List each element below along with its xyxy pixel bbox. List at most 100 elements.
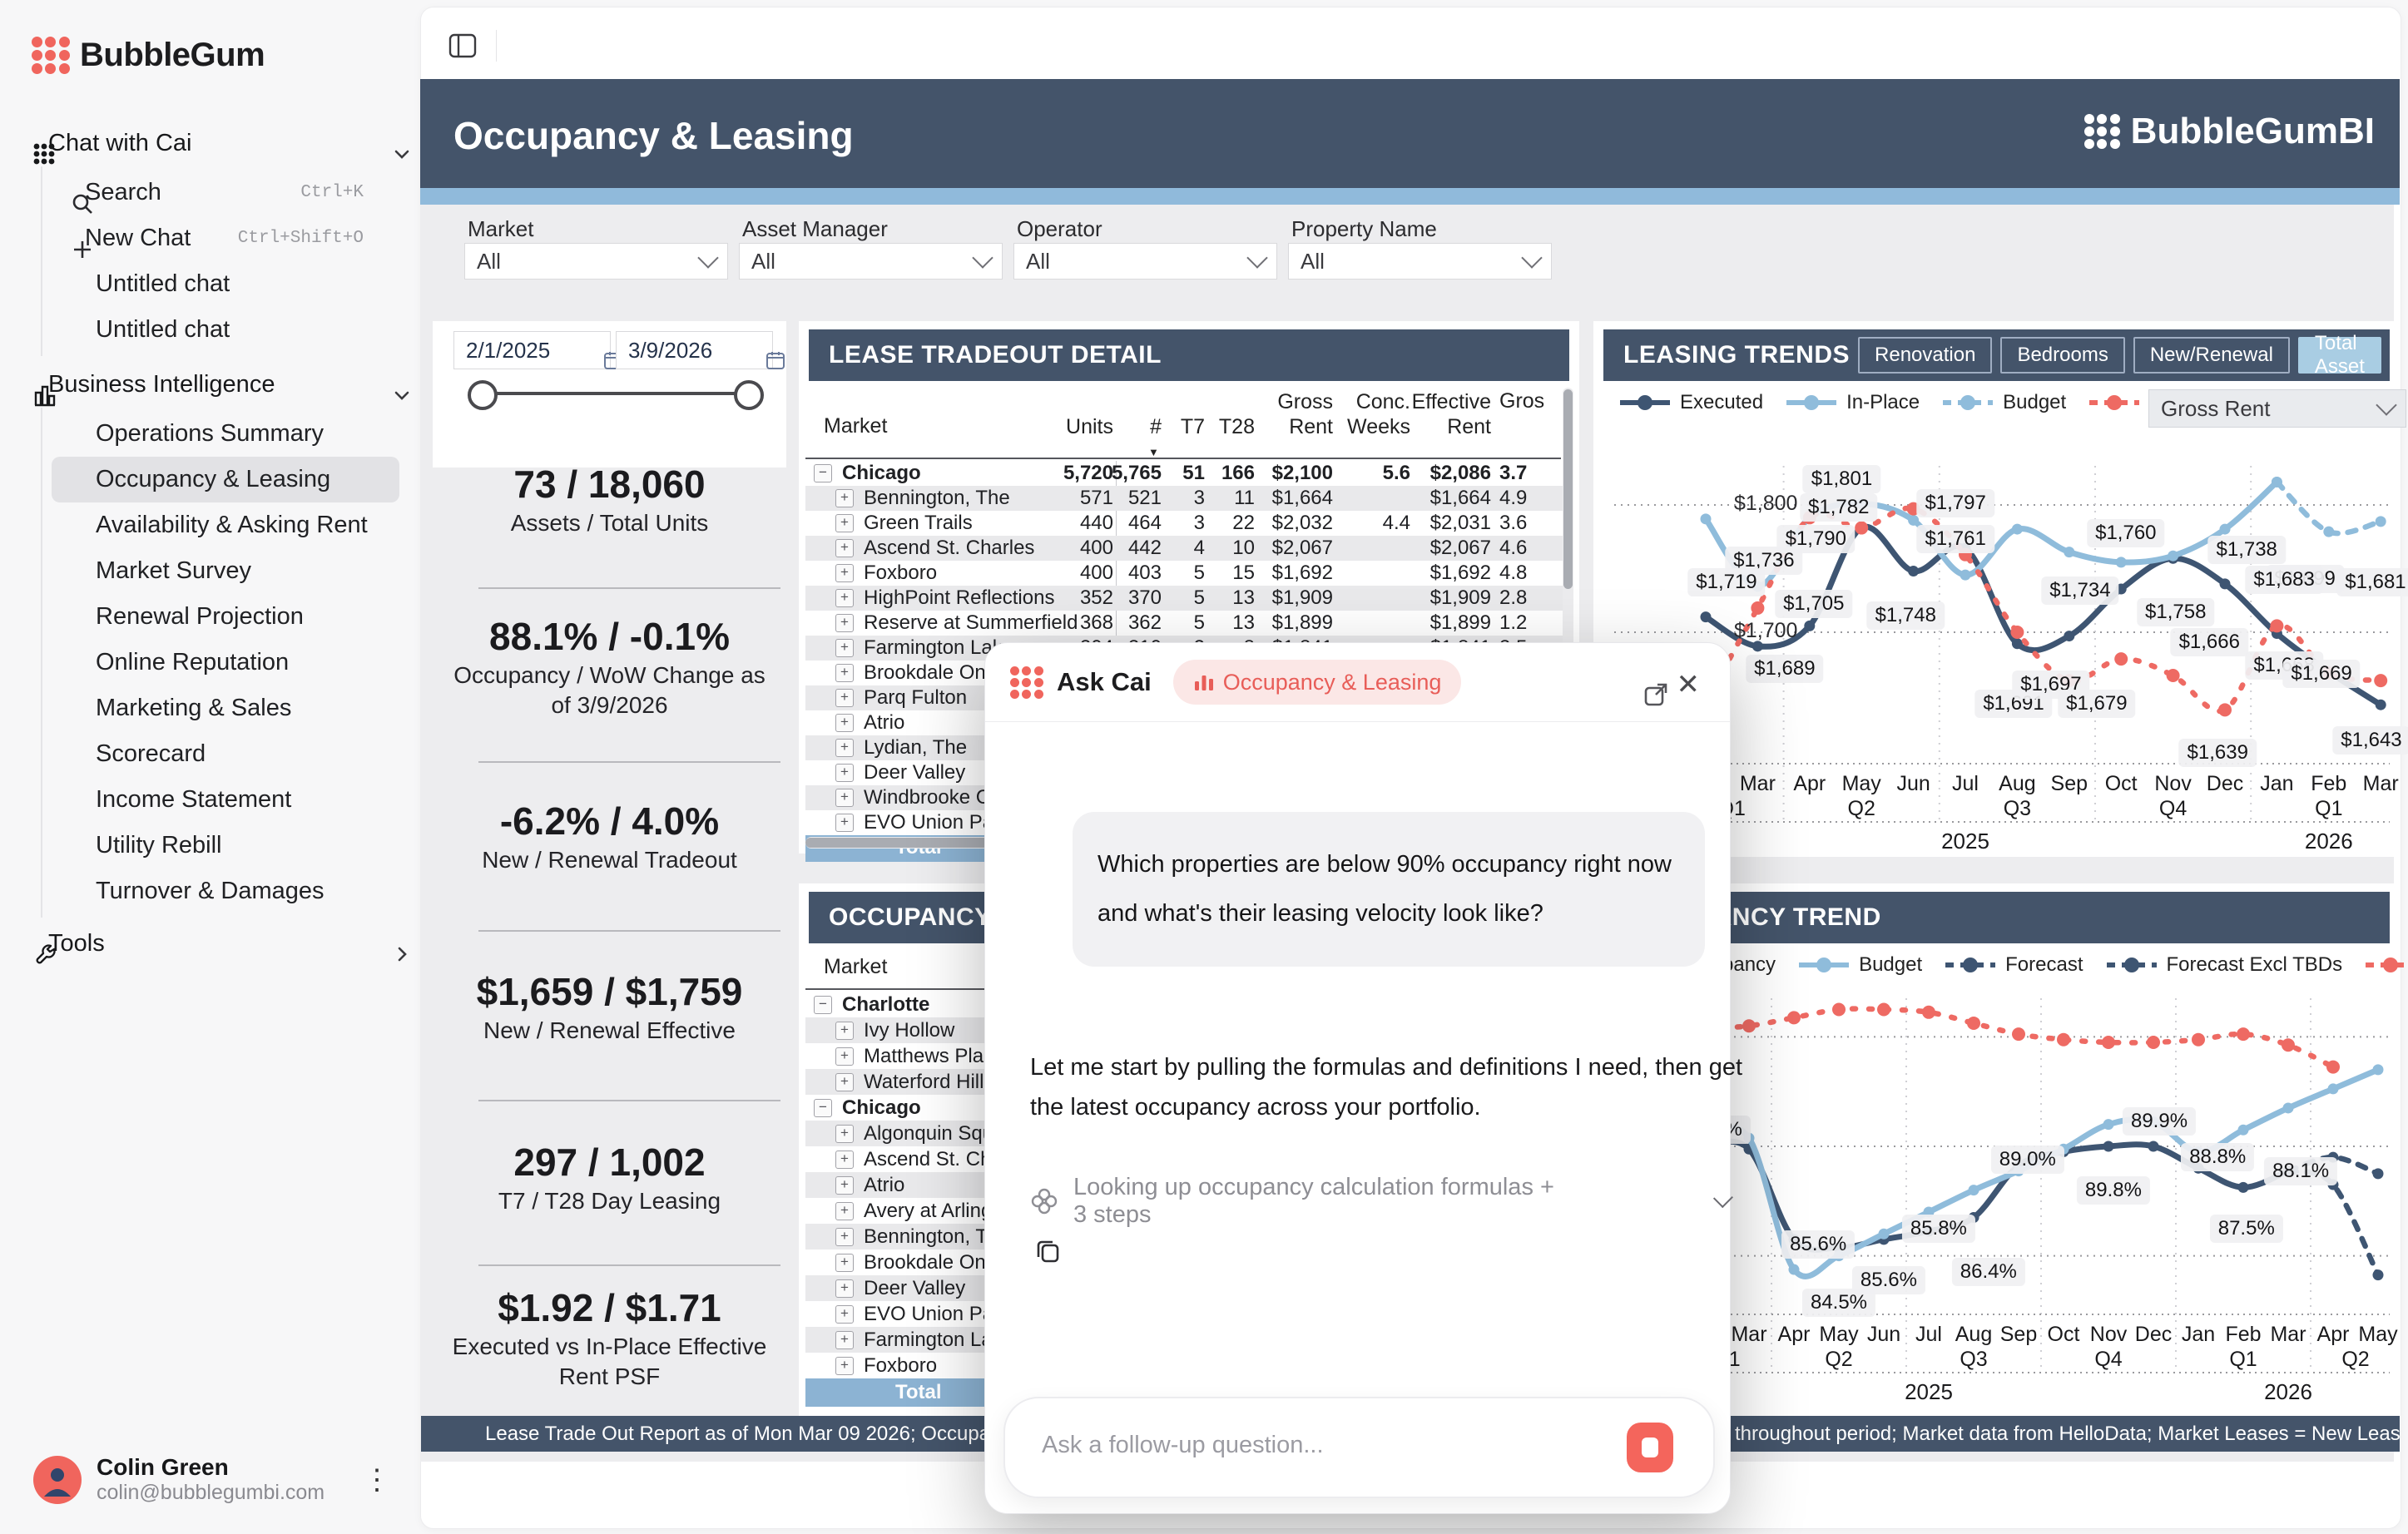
expand-icon[interactable]: + [835,1202,854,1220]
user-profile[interactable]: Colin Green colin@bubblegumbi.com ⋮ [33,1454,391,1505]
table-row[interactable]: + HighPoint Reflections 352 370 5 13 $1,909 $1,… [805,586,1573,611]
table-row[interactable]: − Chicago 5,720 5,765 51 166 $2,100 5.6 $2,086 3.… [805,461,1573,486]
sidebar-item-scorecard[interactable]: Scorecard [52,731,399,777]
filter-select-asset-manager[interactable]: All [739,243,1003,280]
expand-icon[interactable]: + [835,1331,854,1349]
expand-icon[interactable]: + [835,714,854,732]
row-cell: 3.6 [1499,512,1528,534]
expand-icon[interactable]: + [835,789,854,807]
expand-icon[interactable]: + [835,1176,854,1195]
expand-icon[interactable]: + [835,1357,854,1375]
table-row[interactable]: + Brookdale On t [805,1249,1573,1275]
expand-icon[interactable]: + [835,664,854,682]
table-row[interactable]: + Reserve at Summerfield 368 362 5 13 $1,899 $1… [805,611,1573,636]
sidebar-item-utility-rebill[interactable]: Utility Rebill [52,823,399,868]
axis-quarter-label: Q4 [2094,1348,2123,1371]
sidebar-item-untitled-chat[interactable]: Untitled chat [52,261,399,307]
sidebar-item-online-reputation[interactable]: Online Reputation [52,640,399,685]
sidebar-item-untitled-chat[interactable]: Untitled chat [52,307,399,353]
table-row[interactable]: − Chicago [805,1095,1573,1121]
expand-icon[interactable]: + [835,1150,854,1169]
filter-select-property-name[interactable]: All [1288,243,1552,280]
slider-handle-right[interactable] [734,380,764,410]
date-from-input[interactable]: 2/1/2025 [453,331,622,369]
user-email: colin@bubblegumbi.com [97,1481,325,1504]
expand-icon[interactable]: + [835,1279,854,1298]
expand-icon[interactable]: + [835,614,854,632]
collapse-icon[interactable]: − [814,996,832,1014]
slider-handle-left[interactable] [468,380,498,410]
table-row[interactable]: + Ascend St. Charles 400 442 4 10 $2,067 $2,067… [805,536,1573,561]
sidebar-item-occupancy-leasing[interactable]: Occupancy & Leasing [52,457,399,502]
expand-icon[interactable]: + [835,814,854,832]
sidebar-item-operations-summary[interactable]: Operations Summary [52,411,399,457]
row-cell: 400 [1079,562,1113,584]
expand-icon[interactable]: + [835,639,854,657]
expand-icon[interactable]: + [835,1047,854,1066]
close-icon[interactable]: ✕ [1676,669,1701,700]
expand-icon[interactable]: + [835,764,854,782]
expand-icon[interactable]: + [835,1254,854,1272]
axis-month-label: Aug [1999,772,2036,795]
sidebar-item-renewal-projection[interactable]: Renewal Projection [52,594,399,640]
expand-icon[interactable]: + [835,1022,854,1040]
sidebar-item-search[interactable]: Search Ctrl+K [52,170,375,215]
sidebar-section-2[interactable]: Tools [33,925,407,964]
axis-month-label: Oct [2104,772,2138,795]
toggle-total-asset[interactable]: Total Asset [2297,332,2381,378]
sidebar-item-marketing-sales[interactable]: Marketing & Sales [52,685,399,731]
table-row[interactable]: + Foxboro [805,1353,1573,1378]
toggle-bedrooms[interactable]: Bedrooms [2000,337,2125,374]
table-row[interactable]: + Green Trails 440 464 3 22 $2,032 4.4 $2,031 3.6 [805,511,1573,536]
sidebar-section-1[interactable]: Business Intelligence [33,366,409,407]
expand-icon[interactable]: + [835,589,854,607]
date-to-input[interactable]: 3/9/2026 [616,331,785,369]
table-row[interactable]: + Foxboro 400 403 5 15 $1,692 $1,692 4.8 [805,561,1573,586]
expand-icon[interactable]: + [835,1073,854,1091]
row-cell: 368 [1079,611,1113,634]
stop-button[interactable] [1627,1423,1673,1472]
agent-steps-row[interactable]: Looking up occupancy calculation formula… [1030,1174,1734,1229]
table-row[interactable]: + EVO Union Par [805,1301,1573,1327]
sidebar-item-income-statement[interactable]: Income Statement [52,777,399,823]
date-slider-track[interactable] [481,392,747,395]
expand-icon[interactable]: + [835,689,854,707]
table-row[interactable]: + Matthews Place [805,1043,1573,1069]
expand-icon[interactable]: + [835,514,854,532]
sidebar-item-turnover-damages[interactable]: Turnover & Damages [52,868,399,914]
axis-month-label: Feb [2225,1323,2262,1346]
user-menu-kebab-icon[interactable]: ⋮ [363,1463,391,1496]
expand-icon[interactable]: + [835,1125,854,1143]
filter-select-market[interactable]: All [464,243,728,280]
chart-icon [1194,675,1213,690]
expand-icon[interactable]: + [835,1228,854,1246]
sidebar-item-new-chat[interactable]: New Chat Ctrl+Shift+O [52,215,375,261]
expand-icon[interactable]: + [835,739,854,757]
table-row[interactable]: + Atrio [805,710,1573,735]
expand-icon[interactable]: + [835,539,854,557]
collapse-icon[interactable]: − [814,1099,832,1117]
context-pill[interactable]: Occupancy & Leasing [1172,660,1462,705]
chevron-down-icon[interactable] [1713,1188,1734,1208]
chat-input[interactable]: Ask a follow-up question... [1003,1397,1715,1498]
sidebar-item-availability-asking-rent[interactable]: Availability & Asking Rent [52,502,399,548]
table-row[interactable]: − Charlotte [805,992,1573,1017]
table-row[interactable]: + Ascend St. Cha [805,1146,1573,1172]
table-row[interactable]: + Bennington, The 571 521 3 11 $1,664 $1,664 4.9 [805,486,1573,511]
metric-select[interactable]: Gross Rent [2148,389,2406,428]
expand-icon[interactable]: + [835,489,854,507]
section-guide [41,408,42,918]
sidebar-item-market-survey[interactable]: Market Survey [52,548,399,594]
toggle-new-renewal[interactable]: New/Renewal [2133,337,2290,374]
table-row[interactable]: + Deer Valley [805,760,1573,785]
expand-icon[interactable]: + [835,564,854,582]
filter-select-operator[interactable]: All [1013,243,1277,280]
row-cell: $1,692 [1271,562,1333,584]
table-row[interactable]: + Brookdale On th [805,661,1573,685]
expand-icon[interactable]: + [835,1305,854,1324]
axis-quarter-label: Q1 [2229,1348,2257,1371]
collapse-icon[interactable]: − [814,464,832,482]
sidebar-section-0[interactable]: Chat with Cai [33,125,409,165]
lease-vscrollbar-thumb[interactable] [1563,389,1573,589]
toggle-renovation[interactable]: Renovation [1858,337,1993,374]
